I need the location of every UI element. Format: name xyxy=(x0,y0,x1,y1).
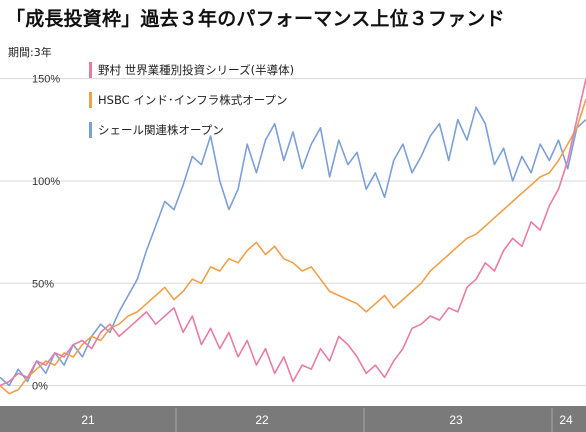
chart-area: 0% 50% 100% 150% 野村 世界業種別投資シリーズ(半導体) HSBC イン… xyxy=(0,38,586,432)
y-tick-label: 50% xyxy=(32,278,54,290)
legend-label: シェール関連株オープン xyxy=(98,123,224,137)
y-tick-label: 150% xyxy=(32,74,60,86)
legend: 野村 世界業種別投資シリーズ(半導体) HSBC インド･インフラ株式オープンシェ… xyxy=(89,62,294,138)
x-tick-label: 24 xyxy=(559,413,573,427)
y-tick-label: 0% xyxy=(32,381,48,393)
x-tick-label: 21 xyxy=(81,413,95,427)
series-line-1 xyxy=(0,98,586,395)
series-line-2 xyxy=(0,106,586,387)
legend-label: HSBC インド･インフラ株式オープン xyxy=(98,93,288,107)
page-title: 「成長投資枠」過去３年のパフォーマンス上位３ファンド xyxy=(6,8,505,30)
legend-swatch xyxy=(89,122,92,138)
x-tick-label: 22 xyxy=(255,413,269,427)
series-lines xyxy=(0,78,586,395)
legend-label: 野村 世界業種別投資シリーズ(半導体) xyxy=(98,63,294,77)
legend-swatch xyxy=(89,62,92,78)
series-line-0 xyxy=(0,78,586,387)
legend-swatch xyxy=(89,92,92,108)
y-axis-ticks: 0% 50% 100% 150% xyxy=(32,74,60,393)
y-tick-label: 100% xyxy=(32,176,60,188)
x-tick-label: 23 xyxy=(449,413,463,427)
x-axis-band xyxy=(0,406,586,432)
x-axis-ticks: 21 22 23 24 xyxy=(81,408,573,432)
gridlines xyxy=(0,78,586,387)
period-label: 期間:3年 xyxy=(8,45,52,59)
line-chart: 0% 50% 100% 150% 野村 世界業種別投資シリーズ(半導体) HSBC イン… xyxy=(0,45,586,432)
